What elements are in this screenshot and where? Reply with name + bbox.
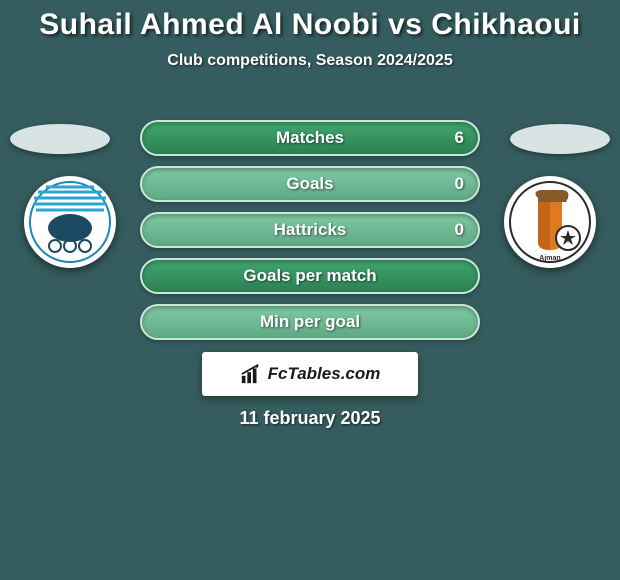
- stat-label: Hattricks: [274, 220, 347, 240]
- right-player-oval: [510, 124, 610, 154]
- date-text: 11 february 2025: [0, 408, 620, 429]
- stat-value-right: 0: [455, 220, 464, 240]
- stat-label: Matches: [276, 128, 344, 148]
- stat-row-min-per-goal: Min per goal: [140, 304, 480, 340]
- stat-row-goals: Goals 0: [140, 166, 480, 202]
- right-team-crest: Ajman: [504, 176, 596, 268]
- stat-row-goals-per-match: Goals per match: [140, 258, 480, 294]
- svg-text:Ajman: Ajman: [539, 255, 560, 262]
- baniyas-crest-icon: [28, 180, 112, 264]
- brand-text: FcTables.com: [268, 364, 381, 384]
- brand-badge: FcTables.com: [202, 352, 418, 396]
- stat-label: Min per goal: [260, 312, 360, 332]
- stats-panel: Matches 6 Goals 0 Hattricks 0 Goals per …: [140, 120, 480, 350]
- stat-label: Goals: [286, 174, 333, 194]
- ajman-crest-icon: Ajman: [508, 180, 592, 264]
- page-subtitle: Club competitions, Season 2024/2025: [0, 52, 620, 70]
- page-title: Suhail Ahmed Al Noobi vs Chikhaoui: [0, 0, 620, 42]
- bars-icon: [240, 363, 262, 385]
- stat-value-right: 0: [455, 174, 464, 194]
- stat-row-hattricks: Hattricks 0: [140, 212, 480, 248]
- stat-label: Goals per match: [243, 266, 376, 286]
- left-team-crest: [24, 176, 116, 268]
- stat-row-matches: Matches 6: [140, 120, 480, 156]
- stat-value-right: 6: [455, 128, 464, 148]
- left-player-oval: [10, 124, 110, 154]
